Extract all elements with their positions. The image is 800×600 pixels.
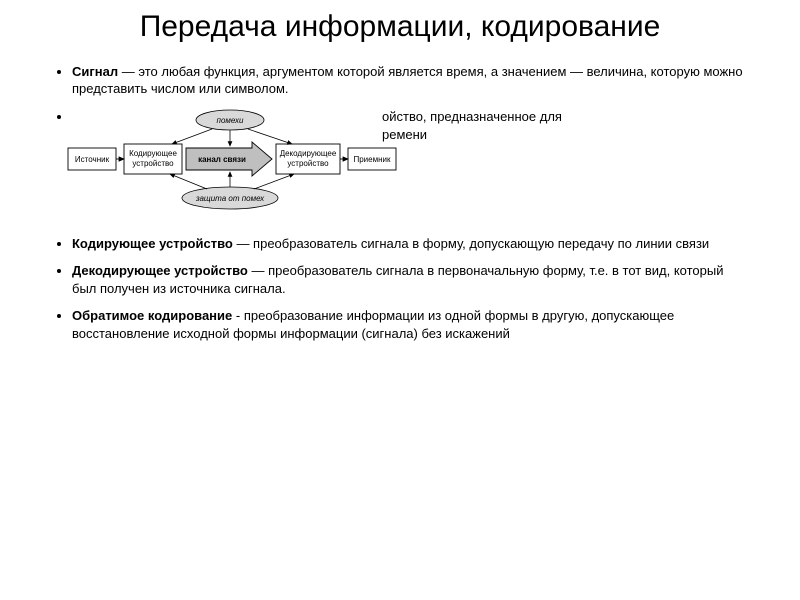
- bullet-decoder: Декодирующее устройство — преобразовател…: [72, 262, 750, 297]
- arrow-noise-1: [172, 129, 212, 144]
- partial-text-1: ойство, предназначенное для: [382, 108, 562, 126]
- bullet-list: Сигнал — это любая функция, аргументом к…: [50, 63, 750, 213]
- bullet-coder: Кодирующее устройство — преобразователь …: [72, 235, 750, 253]
- diagram-container: ойство, предназначенное для ремени помех…: [72, 108, 750, 213]
- label-channel: канал связи: [198, 155, 246, 164]
- term-decoder: Декодирующее устройство: [72, 263, 248, 278]
- label-receiver: Приемник: [353, 155, 391, 164]
- arrow-prot-1: [170, 174, 207, 189]
- arrow-prot-3: [254, 174, 294, 189]
- term-signal: Сигнал: [72, 64, 118, 79]
- page-title: Передача информации, кодирование: [50, 10, 750, 45]
- label-encoder-1: Кодирующее: [129, 149, 177, 158]
- noise-label: помехи: [217, 116, 244, 125]
- label-decoder-2: устройство: [287, 159, 329, 168]
- bullet-diagram-row: ойство, предназначенное для ремени помех…: [72, 108, 750, 213]
- bullet-signal: Сигнал — это любая функция, аргументом к…: [72, 63, 750, 98]
- text-signal: — это любая функция, аргументом которой …: [72, 64, 743, 97]
- text-coder: — преобразователь сигнала в форму, допус…: [233, 236, 709, 251]
- term-coder: Кодирующее устройство: [72, 236, 233, 251]
- protection-label: защита от помех: [195, 194, 265, 203]
- flow-diagram: помехи Источник Кодирующее устройство ка…: [62, 106, 402, 214]
- bullet-list-2: Кодирующее устройство — преобразователь …: [50, 235, 750, 343]
- term-reversible: Обратимое кодирование: [72, 308, 232, 323]
- label-source: Источник: [75, 155, 110, 164]
- arrow-noise-3: [248, 129, 292, 144]
- bullet-reversible: Обратимое кодирование - преобразование и…: [72, 307, 750, 342]
- label-encoder-2: устройство: [132, 159, 174, 168]
- label-decoder-1: Декодирующее: [280, 149, 337, 158]
